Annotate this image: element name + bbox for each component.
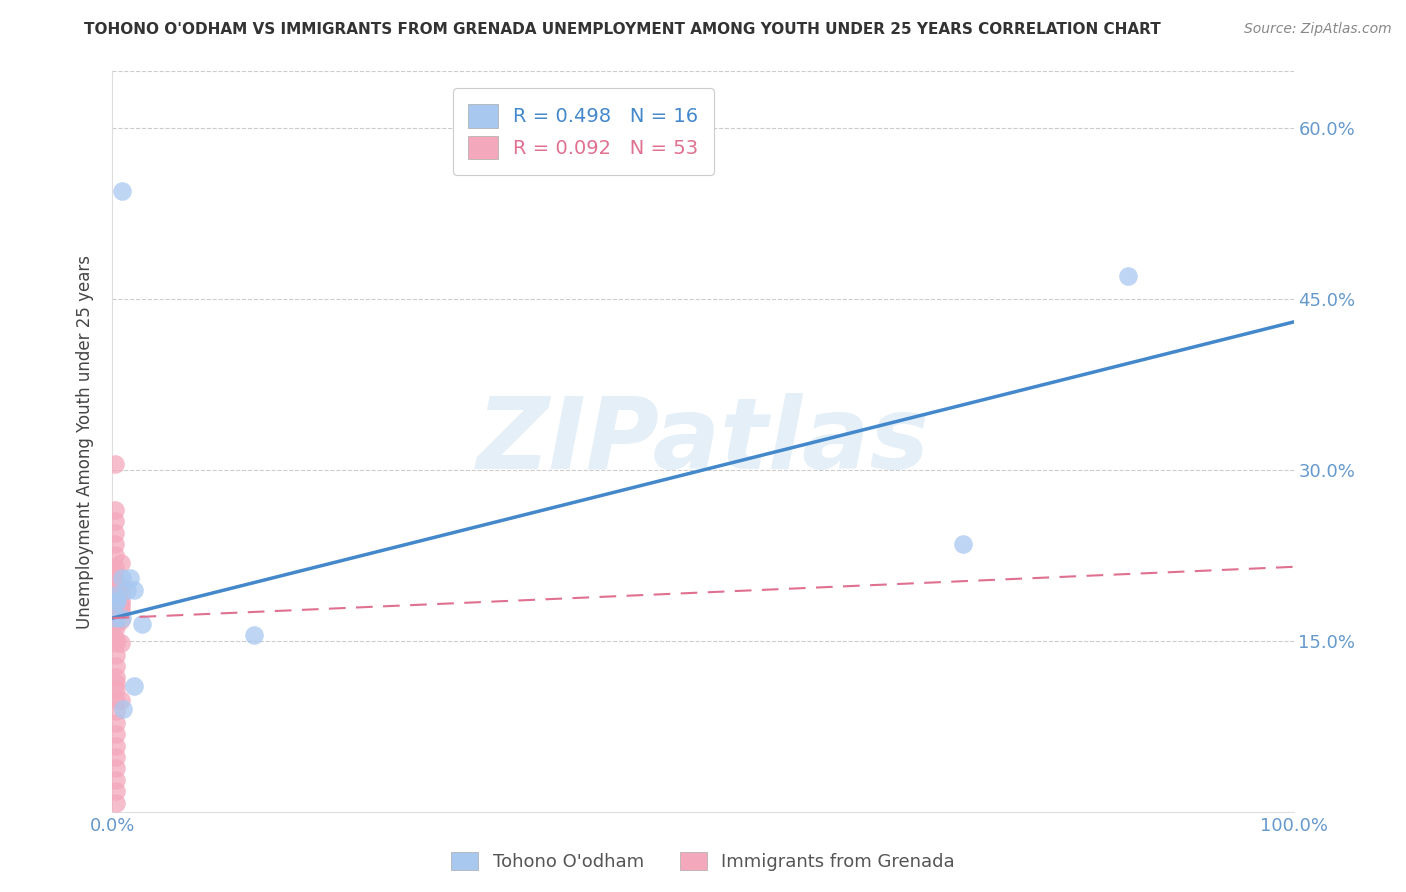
Point	[104, 608, 127, 623]
Point	[104, 503, 127, 517]
Point	[122, 582, 145, 597]
Point	[104, 549, 127, 563]
Point	[104, 559, 127, 574]
Point	[105, 594, 128, 608]
Point	[110, 606, 132, 620]
Point	[105, 596, 128, 610]
Point	[111, 184, 134, 198]
Y-axis label: Unemployment Among Youth under 25 years: Unemployment Among Youth under 25 years	[76, 254, 94, 629]
Point	[105, 588, 128, 602]
Point	[104, 611, 127, 625]
Point	[110, 599, 132, 614]
Point	[243, 628, 266, 642]
Point	[104, 594, 127, 608]
Point	[105, 676, 128, 690]
Point	[120, 571, 142, 585]
Point	[104, 613, 127, 627]
Point	[105, 796, 128, 810]
Point	[104, 591, 127, 605]
Point	[105, 784, 128, 798]
Point	[105, 715, 128, 730]
Point	[110, 636, 132, 650]
Point	[104, 566, 127, 580]
Point	[105, 693, 128, 707]
Point	[104, 525, 127, 540]
Text: TOHONO O'ODHAM VS IMMIGRANTS FROM GRENADA UNEMPLOYMENT AMONG YOUTH UNDER 25 YEAR: TOHONO O'ODHAM VS IMMIGRANTS FROM GRENAD…	[84, 22, 1161, 37]
Point	[105, 681, 128, 696]
Text: Source: ZipAtlas.com: Source: ZipAtlas.com	[1244, 22, 1392, 37]
Point	[105, 705, 128, 719]
Point	[111, 571, 134, 585]
Point	[104, 596, 127, 610]
Point	[105, 648, 128, 662]
Point	[110, 579, 132, 593]
Point	[122, 680, 145, 694]
Point	[105, 596, 128, 610]
Point	[952, 537, 974, 551]
Point	[105, 670, 128, 684]
Point	[115, 582, 138, 597]
Point	[105, 594, 128, 608]
Point	[110, 594, 132, 608]
Point	[105, 750, 128, 764]
Point	[104, 579, 127, 593]
Point	[105, 596, 128, 610]
Point	[105, 596, 128, 610]
Point	[110, 693, 132, 707]
Point	[111, 611, 134, 625]
Point	[105, 727, 128, 741]
Point	[1116, 269, 1139, 284]
Point	[105, 611, 128, 625]
Point	[105, 761, 128, 775]
Point	[104, 458, 127, 472]
Point	[105, 739, 128, 753]
Point	[104, 585, 127, 599]
Point	[105, 636, 128, 650]
Point	[110, 585, 132, 599]
Point	[104, 571, 127, 585]
Point	[110, 613, 132, 627]
Point	[104, 606, 127, 620]
Point	[104, 599, 127, 614]
Point	[105, 632, 128, 646]
Point	[104, 514, 127, 528]
Point	[105, 772, 128, 787]
Legend: Tohono O'odham, Immigrants from Grenada: Tohono O'odham, Immigrants from Grenada	[444, 845, 962, 879]
Point	[104, 602, 127, 616]
Point	[105, 659, 128, 673]
Point	[104, 616, 127, 631]
Point	[104, 537, 127, 551]
Point	[112, 702, 135, 716]
Legend: R = 0.498   N = 16, R = 0.092   N = 53: R = 0.498 N = 16, R = 0.092 N = 53	[453, 88, 714, 175]
Point	[110, 596, 132, 610]
Point	[131, 616, 153, 631]
Text: ZIPatlas: ZIPatlas	[477, 393, 929, 490]
Point	[105, 620, 128, 634]
Point	[110, 557, 132, 571]
